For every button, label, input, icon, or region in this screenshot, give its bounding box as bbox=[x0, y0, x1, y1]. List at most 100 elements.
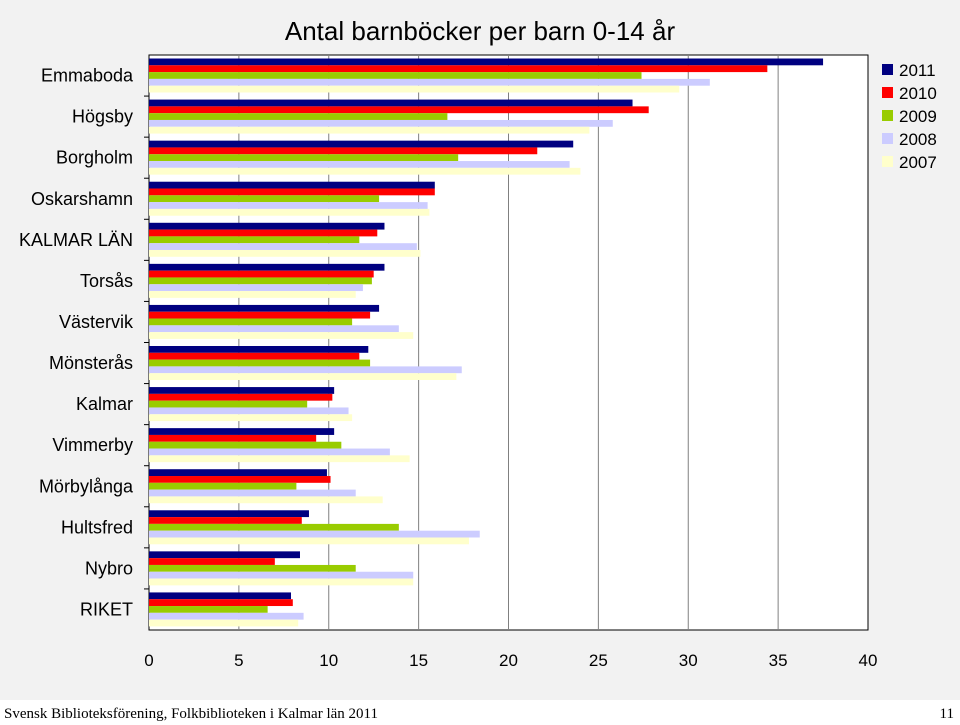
bar-2010 bbox=[149, 311, 371, 319]
bar-2008 bbox=[149, 119, 613, 127]
legend-label: 2007 bbox=[899, 153, 937, 172]
bar-2007 bbox=[149, 208, 430, 216]
bar-2007 bbox=[149, 291, 356, 298]
footer-source: Svensk Biblioteksförening, Folkbibliotek… bbox=[4, 706, 378, 722]
bar-2008 bbox=[149, 407, 349, 415]
bar-2007 bbox=[149, 455, 410, 463]
bar-2007 bbox=[149, 619, 299, 627]
legend-swatch bbox=[882, 110, 893, 121]
category-label: Mörbylånga bbox=[39, 476, 134, 496]
x-tick-label: 0 bbox=[144, 651, 153, 670]
legend-label: 2010 bbox=[899, 84, 937, 103]
category-label: Oskarshamn bbox=[31, 189, 133, 209]
bar-2007 bbox=[149, 85, 680, 93]
legend-swatch bbox=[882, 87, 893, 98]
bar-2010 bbox=[149, 270, 374, 278]
category-label: Kalmar bbox=[76, 394, 133, 414]
bar-2011 bbox=[149, 551, 300, 559]
bar-2010 bbox=[149, 352, 360, 360]
bar-2011 bbox=[149, 428, 335, 435]
bar-2010 bbox=[149, 188, 435, 196]
bar-2008 bbox=[149, 612, 304, 620]
bar-2008 bbox=[149, 448, 390, 456]
bar-2007 bbox=[149, 373, 457, 380]
bar-2008 bbox=[149, 202, 428, 209]
category-label: Vimmerby bbox=[52, 435, 133, 455]
legend-label: 2008 bbox=[899, 130, 937, 149]
bar-2011 bbox=[149, 592, 292, 600]
x-tick-labels: 0 5 10 15 20 25 30 35 40 bbox=[144, 651, 877, 670]
bar-2008 bbox=[149, 489, 356, 497]
bar-2009 bbox=[149, 482, 297, 490]
bar-2011 bbox=[149, 510, 309, 518]
x-tick-label: 25 bbox=[589, 651, 608, 670]
bar-2011 bbox=[149, 346, 369, 353]
category-label: Hultsfred bbox=[61, 517, 133, 537]
bar-2007 bbox=[149, 578, 414, 586]
bar-2008 bbox=[149, 284, 363, 292]
bar-2010 bbox=[149, 393, 333, 401]
category-label: Nybro bbox=[85, 558, 133, 578]
x-tick-label: 15 bbox=[409, 651, 428, 670]
bar-2011 bbox=[149, 58, 824, 66]
x-tick-label: 40 bbox=[859, 651, 878, 670]
bar-2011 bbox=[149, 181, 435, 189]
bar-2007 bbox=[149, 496, 383, 504]
x-tick-label: 35 bbox=[769, 651, 788, 670]
bar-2010 bbox=[149, 147, 538, 155]
bar-2010 bbox=[149, 517, 302, 524]
bar-2009 bbox=[149, 400, 308, 408]
category-label: Borgholm bbox=[56, 148, 133, 168]
bar-2011 bbox=[149, 222, 385, 230]
bar-2009 bbox=[149, 318, 353, 326]
bar-2010 bbox=[149, 106, 649, 114]
bar-2010 bbox=[149, 65, 768, 73]
page-number: 11 bbox=[939, 706, 954, 722]
bar-2007 bbox=[149, 249, 421, 257]
bar-2008 bbox=[149, 161, 570, 168]
bar-2009 bbox=[149, 564, 356, 572]
bar-2010 bbox=[149, 476, 331, 483]
chart-title: Antal barnböcker per barn 0-14 år bbox=[285, 16, 676, 46]
bar-2008 bbox=[149, 325, 399, 333]
bar-2007 bbox=[149, 167, 581, 175]
bar-2007 bbox=[149, 332, 414, 339]
x-tick-label: 5 bbox=[234, 651, 243, 670]
bar-2009 bbox=[149, 606, 268, 613]
bar-2008 bbox=[149, 78, 710, 86]
legend: 2011 2010 2009 2008 2007 bbox=[882, 61, 937, 172]
x-tick-label: 10 bbox=[319, 651, 338, 670]
legend-swatch bbox=[882, 64, 893, 75]
bar-2011 bbox=[149, 140, 574, 148]
bar-2009 bbox=[149, 523, 399, 531]
category-label: Emmaboda bbox=[41, 66, 134, 86]
bar-2010 bbox=[149, 229, 378, 237]
bar-2008 bbox=[149, 366, 462, 374]
bar-2011 bbox=[149, 304, 380, 312]
category-label: RIKET bbox=[80, 599, 133, 619]
x-tick-label: 30 bbox=[679, 651, 698, 670]
bar-2008 bbox=[149, 530, 480, 538]
legend-label: 2009 bbox=[899, 107, 937, 126]
bar-2007 bbox=[149, 537, 469, 545]
category-label: Mönsterås bbox=[49, 353, 133, 373]
bars bbox=[149, 58, 824, 627]
bar-2010 bbox=[149, 599, 293, 607]
bar-2010 bbox=[149, 558, 275, 565]
footer: Svensk Biblioteksförening, Folkbibliotek… bbox=[0, 700, 960, 725]
bar-2011 bbox=[149, 263, 385, 271]
bar-2011 bbox=[149, 469, 327, 477]
bar-2008 bbox=[149, 243, 417, 250]
bar-2007 bbox=[149, 414, 353, 422]
category-label: Högsby bbox=[72, 107, 133, 127]
bar-2009 bbox=[149, 277, 372, 285]
bar-2011 bbox=[149, 99, 633, 107]
bar-2008 bbox=[149, 571, 414, 579]
x-tick-label: 20 bbox=[499, 651, 518, 670]
bar-2009 bbox=[149, 113, 448, 120]
bar-2011 bbox=[149, 387, 335, 394]
legend-label: 2011 bbox=[899, 61, 936, 80]
category-label: KALMAR LÄN bbox=[19, 230, 133, 250]
legend-swatch bbox=[882, 156, 893, 167]
